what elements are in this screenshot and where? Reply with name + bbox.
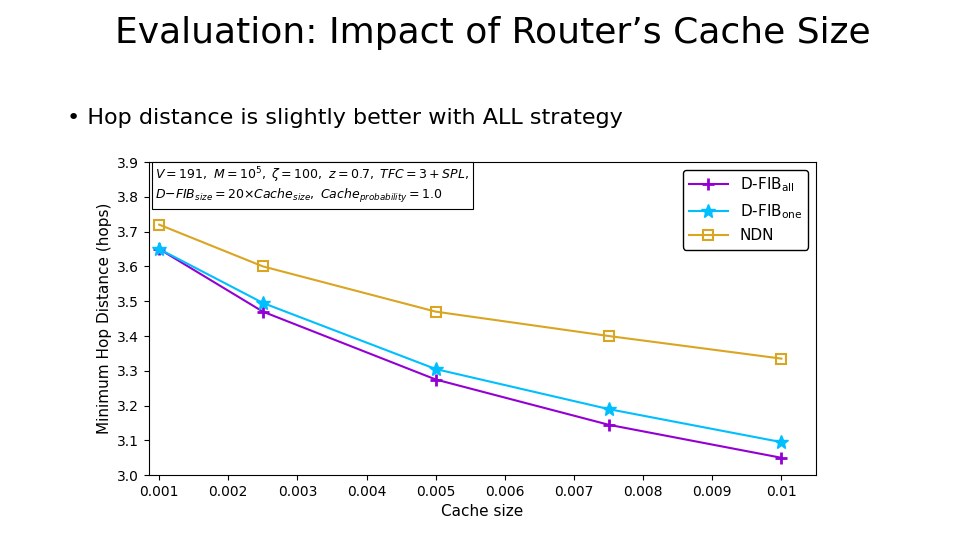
D-FIB$_{\mathrm{one}}$ bbox=[154, 246, 165, 252]
Legend: D-FIB$_{\mathrm{all}}$, D-FIB$_{\mathrm{one}}$, NDN: D-FIB$_{\mathrm{all}}$, D-FIB$_{\mathrm{… bbox=[684, 170, 808, 249]
NDN bbox=[603, 333, 614, 339]
Line: D-FIB$_{\mathrm{one}}$: D-FIB$_{\mathrm{one}}$ bbox=[153, 242, 788, 449]
NDN bbox=[430, 308, 442, 315]
D-FIB$_{\mathrm{all}}$ bbox=[776, 455, 787, 461]
Text: • Hop distance is slightly better with ALL strategy: • Hop distance is slightly better with A… bbox=[67, 108, 623, 128]
D-FIB$_{\mathrm{all}}$ bbox=[154, 246, 165, 252]
D-FIB$_{\mathrm{all}}$ bbox=[603, 422, 614, 428]
Text: Evaluation: Impact of Router’s Cache Size: Evaluation: Impact of Router’s Cache Siz… bbox=[115, 16, 871, 50]
Text: $V=191,\ M=10^5,\ \zeta=100,\ z=0.7,\ TFC=3+SPL,$
$D\mathrm{-}FIB_{size}=20{\tim: $V=191,\ M=10^5,\ \zeta=100,\ z=0.7,\ TF… bbox=[156, 165, 469, 205]
D-FIB$_{\mathrm{one}}$ bbox=[603, 406, 614, 413]
D-FIB$_{\mathrm{one}}$ bbox=[776, 439, 787, 446]
NDN bbox=[154, 221, 165, 228]
D-FIB$_{\mathrm{one}}$ bbox=[430, 366, 442, 372]
NDN bbox=[257, 263, 269, 269]
D-FIB$_{\mathrm{one}}$ bbox=[257, 300, 269, 306]
Line: NDN: NDN bbox=[155, 220, 786, 363]
Y-axis label: Minimum Hop Distance (hops): Minimum Hop Distance (hops) bbox=[97, 203, 111, 434]
Line: D-FIB$_{\mathrm{all}}$: D-FIB$_{\mathrm{all}}$ bbox=[153, 243, 788, 464]
D-FIB$_{\mathrm{all}}$ bbox=[430, 376, 442, 383]
X-axis label: Cache size: Cache size bbox=[442, 504, 523, 519]
D-FIB$_{\mathrm{all}}$ bbox=[257, 308, 269, 315]
NDN bbox=[776, 355, 787, 362]
